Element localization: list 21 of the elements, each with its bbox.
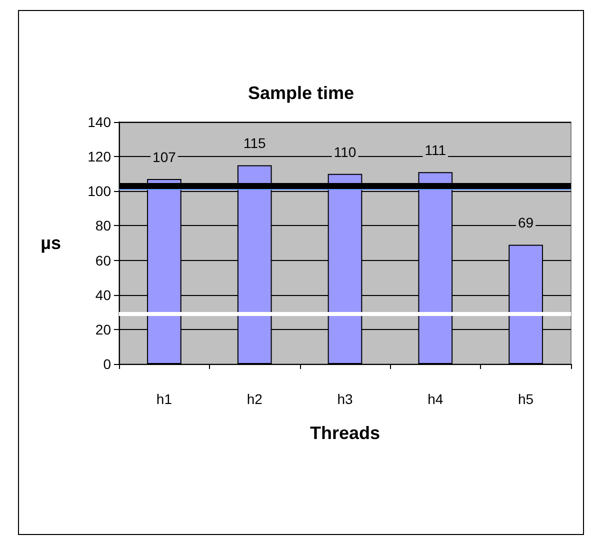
x-tick-label: h2 [246, 391, 263, 407]
y-tick-label: 0 [103, 356, 112, 372]
y-tick-label: 140 [88, 114, 112, 130]
data-label: 110 [334, 144, 356, 160]
y-axis-title: µs [40, 233, 61, 253]
x-tick-label: h1 [156, 391, 172, 407]
y-tick-label: 60 [95, 252, 112, 268]
x-tick-label: h3 [337, 391, 353, 407]
x-axis-title: Threads [310, 423, 380, 443]
y-tick-label: 100 [88, 183, 112, 200]
data-label: 69 [518, 214, 534, 231]
data-label: 107 [152, 149, 176, 166]
x-tick-label: h4 [428, 391, 444, 407]
chart-title: Sample time [248, 83, 354, 103]
x-tick-label: h5 [518, 391, 534, 407]
data-label: 115 [243, 135, 266, 152]
y-tick-label: 80 [95, 218, 112, 234]
y-tick-label: 40 [95, 286, 112, 303]
data-label: 111 [424, 142, 446, 158]
y-tick-label: 20 [95, 321, 112, 338]
y-tick-label: 120 [88, 148, 112, 165]
